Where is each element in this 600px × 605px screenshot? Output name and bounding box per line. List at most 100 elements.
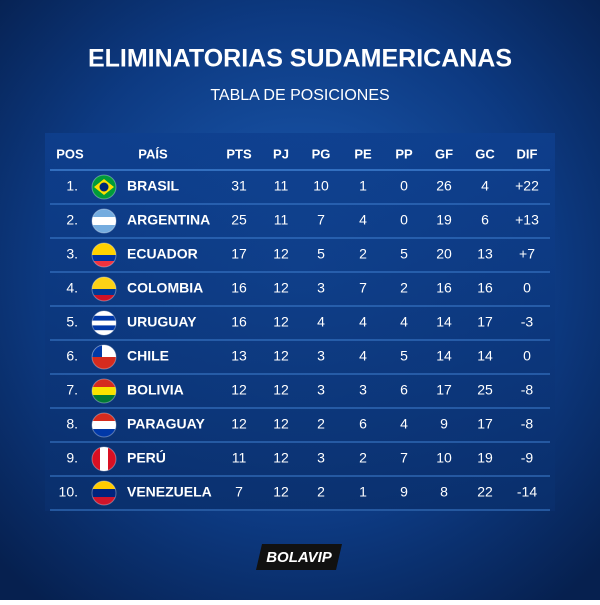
flag-stripe (92, 429, 116, 437)
cell: 5 (400, 246, 408, 262)
flag (92, 175, 116, 199)
cell: -8 (521, 382, 534, 398)
cell: -3 (521, 314, 534, 330)
cell: 1 (359, 178, 367, 194)
logo-box (256, 544, 342, 570)
logo: BOLAVIP (266, 549, 333, 566)
cell: 0 (523, 280, 531, 296)
cell: 14 (436, 314, 452, 330)
flag (92, 209, 116, 233)
cell: COLOMBIA (127, 280, 203, 296)
flag-stripe (92, 421, 116, 430)
cell: 2 (317, 484, 325, 500)
cell: 7. (66, 382, 78, 398)
flag-stripe (92, 217, 116, 226)
cell: +13 (515, 212, 539, 228)
flag-stripe (92, 497, 116, 505)
cell: 16 (477, 280, 493, 296)
flag-ring (91, 174, 117, 200)
column-header: PTS (226, 146, 252, 161)
cell: 20 (436, 246, 452, 262)
cell: BRASIL (127, 178, 180, 194)
cell: PERÚ (127, 449, 166, 466)
cell: -14 (517, 484, 537, 500)
cell: 13 (477, 246, 493, 262)
cell: ARGENTINA (127, 212, 210, 228)
cell: 17 (477, 416, 493, 432)
cell: 0 (400, 212, 408, 228)
cell: 5 (317, 246, 325, 262)
cell: 5 (400, 348, 408, 364)
flag-stripe (92, 447, 101, 471)
cell: 25 (231, 212, 247, 228)
cell: 7 (317, 212, 325, 228)
flag-stripe (92, 295, 116, 301)
cell: -8 (521, 416, 534, 432)
flag-stripe (92, 387, 116, 396)
cell: 19 (436, 212, 452, 228)
flag (92, 413, 116, 437)
cell: 10 (436, 450, 452, 466)
cell: 2. (66, 212, 78, 228)
flag-stripe (92, 261, 116, 267)
column-header: POS (56, 146, 84, 161)
cell: 0 (523, 348, 531, 364)
cell: 4 (359, 212, 367, 228)
column-header: GF (435, 146, 453, 161)
cell: 10 (313, 178, 329, 194)
cell: 3 (359, 382, 367, 398)
title: ELIMINATORIAS SUDAMERICANAS (88, 45, 512, 73)
flag-ring (91, 412, 117, 438)
cell: +22 (515, 178, 539, 194)
cell: 3 (317, 280, 325, 296)
cell: 12 (231, 416, 247, 432)
flag-stripe (92, 379, 116, 388)
cell: 7 (359, 280, 367, 296)
flag-stripe (92, 357, 116, 369)
cell: 1 (359, 484, 367, 500)
flag-stripe (92, 413, 116, 422)
cell: 17 (436, 382, 452, 398)
cell: 12 (273, 314, 289, 330)
flag-stripe (92, 325, 116, 331)
cell: 8 (440, 484, 448, 500)
cell: 13 (231, 348, 247, 364)
flag-part (92, 345, 102, 357)
cell: 16 (436, 280, 452, 296)
cell: 9. (66, 450, 78, 466)
cell: 9 (400, 484, 408, 500)
cell: -9 (521, 450, 534, 466)
cell: +7 (519, 246, 535, 262)
cell: 9 (440, 416, 448, 432)
cell: 4 (400, 314, 408, 330)
flag-stripe (92, 277, 116, 284)
cell: 2 (359, 450, 367, 466)
flag-stripe (92, 289, 116, 296)
flag-stripe (92, 320, 116, 326)
cell: 2 (317, 416, 325, 432)
cell: 2 (400, 280, 408, 296)
column-header: DIF (517, 146, 538, 161)
column-header: PAÍS (138, 146, 168, 161)
column-header: PJ (273, 146, 289, 161)
flag (92, 447, 116, 471)
cell: 4 (400, 416, 408, 432)
flag-stripe (92, 209, 116, 218)
cell: 12 (231, 382, 247, 398)
cell: 26 (436, 178, 452, 194)
cell: 5. (66, 314, 78, 330)
flag-stripe (92, 311, 116, 317)
flag (92, 311, 116, 335)
cell: 4. (66, 280, 78, 296)
cell: 1. (66, 178, 78, 194)
cell: PARAGUAY (127, 416, 205, 432)
flag-stripe (108, 447, 116, 471)
cell: 3 (317, 348, 325, 364)
flag-ring (91, 378, 117, 404)
cell: 8. (66, 416, 78, 432)
cell: 12 (273, 450, 289, 466)
column-header: PG (312, 146, 331, 161)
flag (92, 277, 116, 301)
